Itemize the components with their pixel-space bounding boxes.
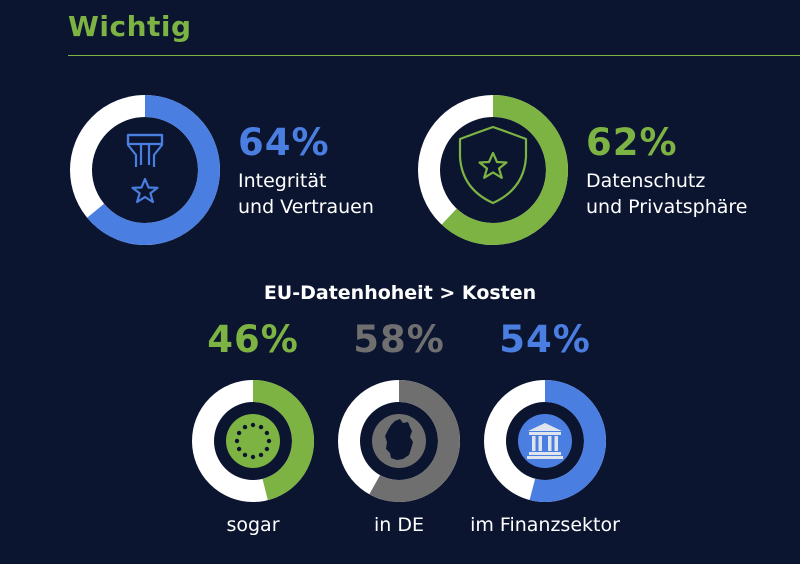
donut-value-arc-finanzsektor xyxy=(484,380,606,502)
label-privacy-line2: und Privatsphäre xyxy=(586,196,748,218)
eu-stars-icon xyxy=(226,414,280,468)
percent-finanzsektor: 54% xyxy=(499,318,591,361)
donut-value-arc-privacy xyxy=(418,95,568,245)
donut-value-arc-in-de xyxy=(338,380,460,502)
label-in-de: in DE xyxy=(374,514,424,536)
percent-integrity: 64% xyxy=(238,121,330,164)
donut-chart-in-de xyxy=(338,380,460,502)
shield-star-icon xyxy=(458,125,528,205)
percent-in-de: 58% xyxy=(353,318,445,361)
percent-sogar: 46% xyxy=(207,318,299,361)
percent-privacy: 62% xyxy=(586,121,678,164)
sub-chart-title: EU-Datenhoheit > Kosten xyxy=(263,282,537,304)
title-divider xyxy=(68,55,800,56)
donut-chart-sogar xyxy=(192,380,314,502)
germany-map-icon xyxy=(372,414,426,468)
bank-icon xyxy=(518,414,572,468)
label-integrity-line2: und Vertrauen xyxy=(238,196,374,218)
label-finanzsektor: im Finanzsektor xyxy=(470,514,620,536)
page-title: Wichtig xyxy=(68,10,192,43)
label-integrity-line1: Integrität xyxy=(238,170,327,192)
donut-chart-integrity xyxy=(70,95,220,245)
donut-chart-privacy xyxy=(418,95,568,245)
donut-value-arc-sogar xyxy=(192,380,314,502)
donut-chart-finanzsektor xyxy=(484,380,606,502)
medal-icon xyxy=(126,133,164,204)
label-privacy-line1: Datenschutz xyxy=(586,170,706,192)
donut-value-arc-integrity xyxy=(70,95,220,245)
label-sogar: sogar xyxy=(226,514,280,536)
